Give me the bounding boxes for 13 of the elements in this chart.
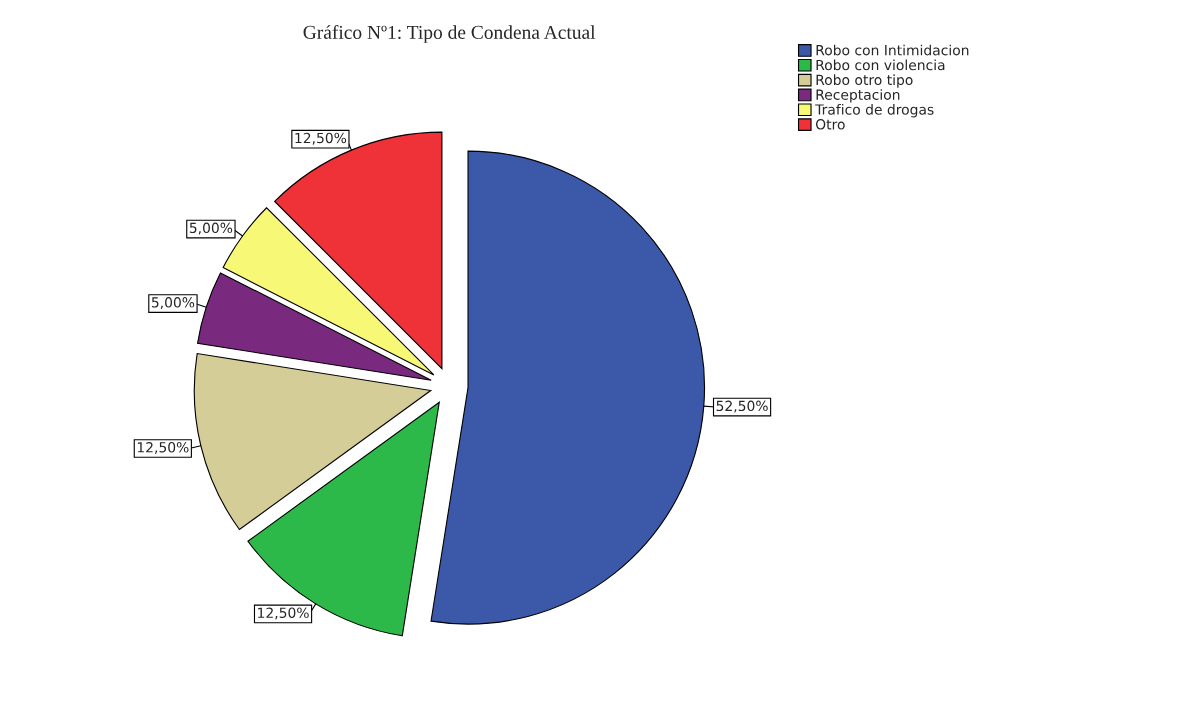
data-label: 52,50%	[716, 400, 768, 413]
data-label: 12,50%	[295, 132, 347, 145]
legend-label: Robo con violencia	[816, 59, 945, 71]
legend-label: Otro	[815, 119, 845, 130]
legend-label: Receptacion	[816, 89, 900, 103]
data-label: 12,50%	[137, 442, 189, 454]
legend-label: Robo con Intimidacion	[816, 44, 969, 56]
data-label: 5,00%	[151, 297, 195, 309]
data-label: 12,50%	[258, 607, 309, 620]
chart-title: Gráfico Nº1: Tipo de Condena Actual	[303, 25, 596, 43]
legend-label: Robo otro tipo	[816, 74, 913, 88]
data-label: 5,00%	[189, 222, 233, 235]
legend-label: Trafico de drogas	[815, 104, 934, 118]
